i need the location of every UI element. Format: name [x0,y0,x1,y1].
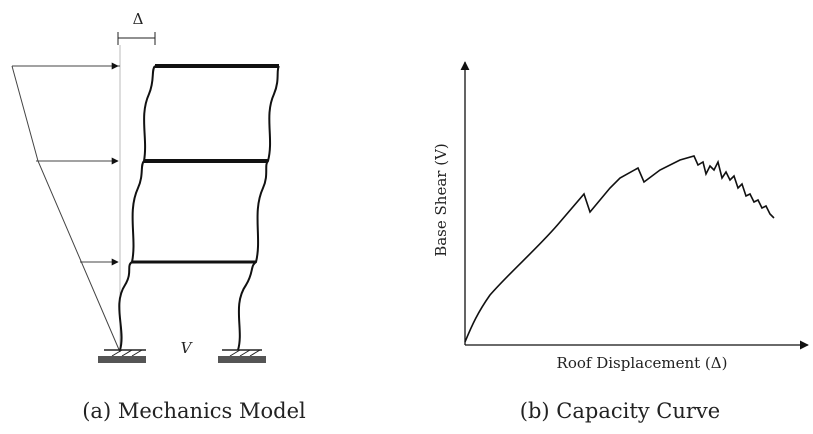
mechanics-model-panel: Δ V (a) Mec [11,10,306,423]
capacity-curve-line [464,155,775,343]
x-axis-label: Roof Displacement (Δ) [557,354,728,372]
base-shear-label: V [181,339,194,357]
left-support [98,349,146,363]
deformed-frame [118,64,280,351]
caption-capacity-curve: (b) Capacity Curve [520,399,720,423]
delta-label: Δ [133,10,144,28]
load-triangle-outline [11,65,121,353]
lateral-load-distribution [11,62,121,353]
left-column [118,65,156,351]
delta-dimension: Δ [117,10,156,45]
caption-mechanics-model: (a) Mechanics Model [82,399,306,423]
y-axis-label: Base Shear (V) [432,143,450,257]
capacity-curve-panel: Base Shear (V) Roof Displacement (Δ) (b)… [432,61,809,423]
right-support [218,349,266,363]
right-column [237,65,280,351]
